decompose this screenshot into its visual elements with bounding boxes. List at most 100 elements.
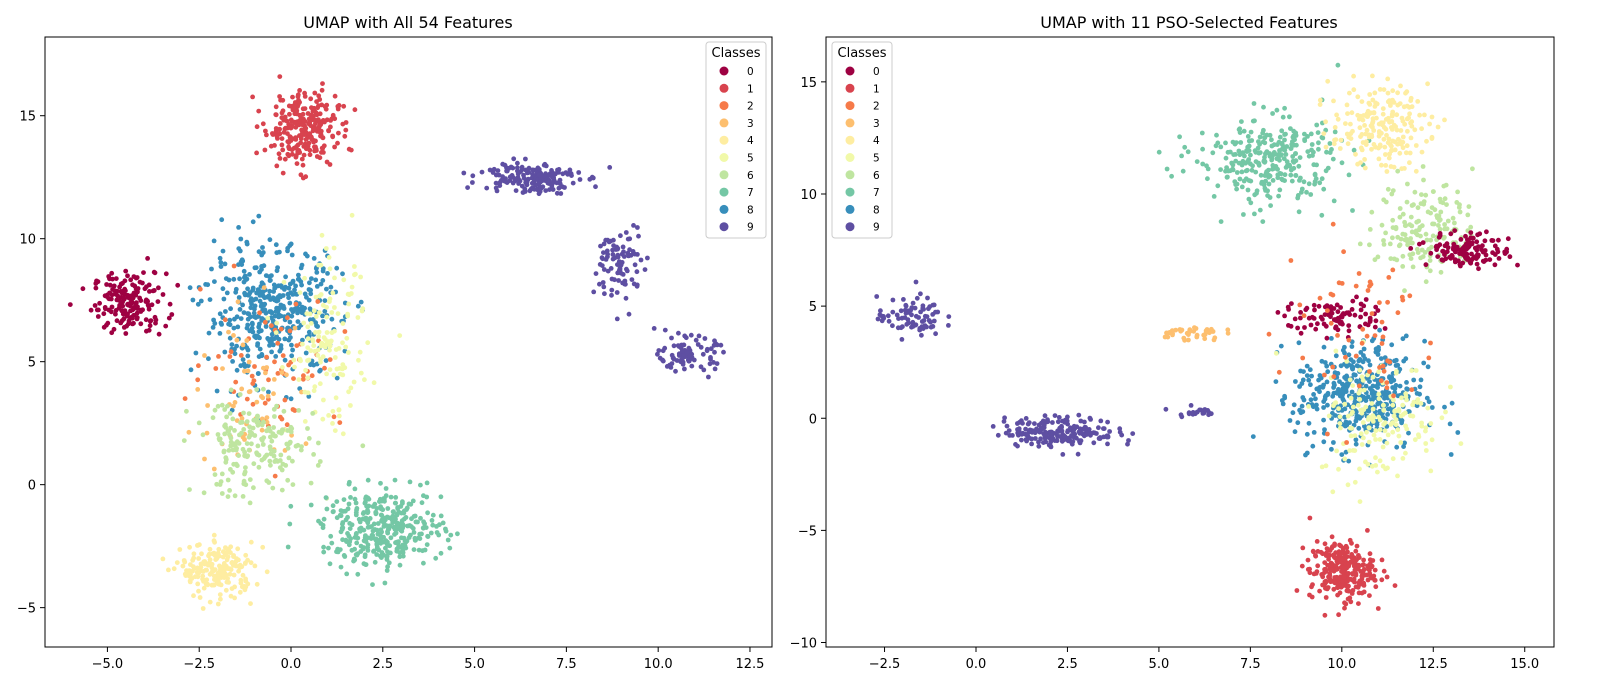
data-point bbox=[261, 435, 267, 440]
data-point bbox=[366, 496, 372, 502]
data-point bbox=[211, 532, 217, 538]
data-point bbox=[1442, 117, 1447, 123]
data-point bbox=[317, 97, 323, 102]
data-point bbox=[1310, 153, 1315, 158]
data-point bbox=[346, 301, 352, 307]
data-point bbox=[344, 335, 350, 341]
data-point bbox=[1367, 362, 1373, 368]
data-point bbox=[1452, 257, 1458, 262]
data-point bbox=[1384, 380, 1390, 385]
data-point bbox=[1371, 414, 1377, 420]
data-point bbox=[1472, 245, 1478, 251]
legend-label: 4 bbox=[747, 135, 754, 147]
data-point bbox=[230, 469, 236, 475]
data-point bbox=[354, 507, 359, 513]
data-point bbox=[543, 163, 549, 169]
data-point bbox=[302, 132, 308, 138]
data-point bbox=[1330, 156, 1336, 162]
data-point bbox=[597, 281, 602, 287]
data-point bbox=[1404, 426, 1410, 432]
data-point bbox=[187, 544, 193, 550]
data-point bbox=[289, 147, 295, 153]
data-point bbox=[250, 219, 256, 225]
data-point bbox=[430, 522, 436, 528]
data-point bbox=[1423, 192, 1429, 198]
legend-box bbox=[705, 41, 767, 239]
data-point bbox=[679, 348, 685, 354]
legend-marker bbox=[719, 83, 729, 93]
data-point bbox=[120, 280, 125, 286]
data-point bbox=[933, 331, 938, 337]
data-point bbox=[1340, 381, 1345, 387]
data-point bbox=[1262, 154, 1267, 160]
data-point bbox=[1059, 428, 1065, 434]
data-point bbox=[325, 271, 330, 276]
data-point bbox=[345, 531, 350, 536]
data-point bbox=[317, 123, 322, 129]
data-point bbox=[167, 301, 173, 307]
data-point bbox=[152, 270, 158, 276]
data-point bbox=[228, 435, 234, 441]
data-point bbox=[1455, 430, 1461, 435]
data-point bbox=[393, 500, 398, 506]
data-point bbox=[1211, 194, 1217, 199]
data-point bbox=[301, 152, 307, 158]
data-point bbox=[257, 298, 263, 304]
data-point bbox=[250, 401, 256, 407]
data-point bbox=[128, 277, 134, 283]
data-point bbox=[1239, 169, 1245, 175]
data-point bbox=[1287, 114, 1292, 120]
data-point bbox=[1407, 150, 1413, 156]
data-point bbox=[269, 438, 275, 444]
data-point bbox=[1353, 548, 1359, 554]
data-point bbox=[362, 377, 367, 383]
data-point bbox=[290, 280, 296, 285]
data-point bbox=[349, 522, 355, 528]
data-point bbox=[214, 481, 220, 487]
data-point bbox=[269, 331, 275, 337]
data-point bbox=[292, 306, 297, 312]
data-point bbox=[946, 323, 951, 328]
data-point bbox=[1371, 432, 1377, 438]
data-point bbox=[1383, 230, 1388, 236]
data-point bbox=[1384, 385, 1390, 391]
data-point bbox=[117, 302, 122, 308]
data-point bbox=[93, 285, 99, 291]
data-point bbox=[1359, 442, 1365, 447]
data-point bbox=[1483, 252, 1489, 258]
data-point bbox=[371, 521, 377, 527]
data-point bbox=[1266, 181, 1272, 187]
data-point bbox=[500, 161, 506, 167]
data-point bbox=[609, 287, 615, 293]
data-point bbox=[239, 386, 245, 392]
data-point bbox=[266, 389, 271, 395]
data-point bbox=[1408, 240, 1414, 246]
data-point bbox=[620, 244, 626, 250]
data-point bbox=[1039, 420, 1044, 426]
data-point bbox=[1353, 151, 1358, 157]
data-point bbox=[300, 341, 305, 347]
data-point bbox=[1442, 196, 1448, 202]
x-tick-label: 0.0 bbox=[966, 657, 987, 672]
data-point bbox=[198, 561, 204, 567]
data-point bbox=[536, 167, 542, 172]
data-point bbox=[195, 565, 200, 571]
data-point bbox=[660, 348, 666, 354]
data-point bbox=[331, 414, 337, 420]
data-point bbox=[593, 184, 598, 190]
data-point bbox=[365, 520, 371, 526]
data-point bbox=[254, 124, 260, 130]
data-point bbox=[306, 436, 312, 441]
data-point bbox=[1398, 83, 1403, 89]
data-point bbox=[1346, 172, 1352, 178]
data-point bbox=[1046, 442, 1052, 448]
data-point bbox=[1442, 404, 1447, 410]
data-point bbox=[1306, 181, 1312, 187]
data-point bbox=[210, 325, 216, 330]
data-point bbox=[1332, 370, 1338, 375]
data-point bbox=[408, 501, 414, 507]
data-point bbox=[910, 324, 916, 329]
data-point bbox=[384, 514, 390, 520]
data-point bbox=[1241, 212, 1246, 217]
data-point bbox=[1385, 90, 1391, 96]
